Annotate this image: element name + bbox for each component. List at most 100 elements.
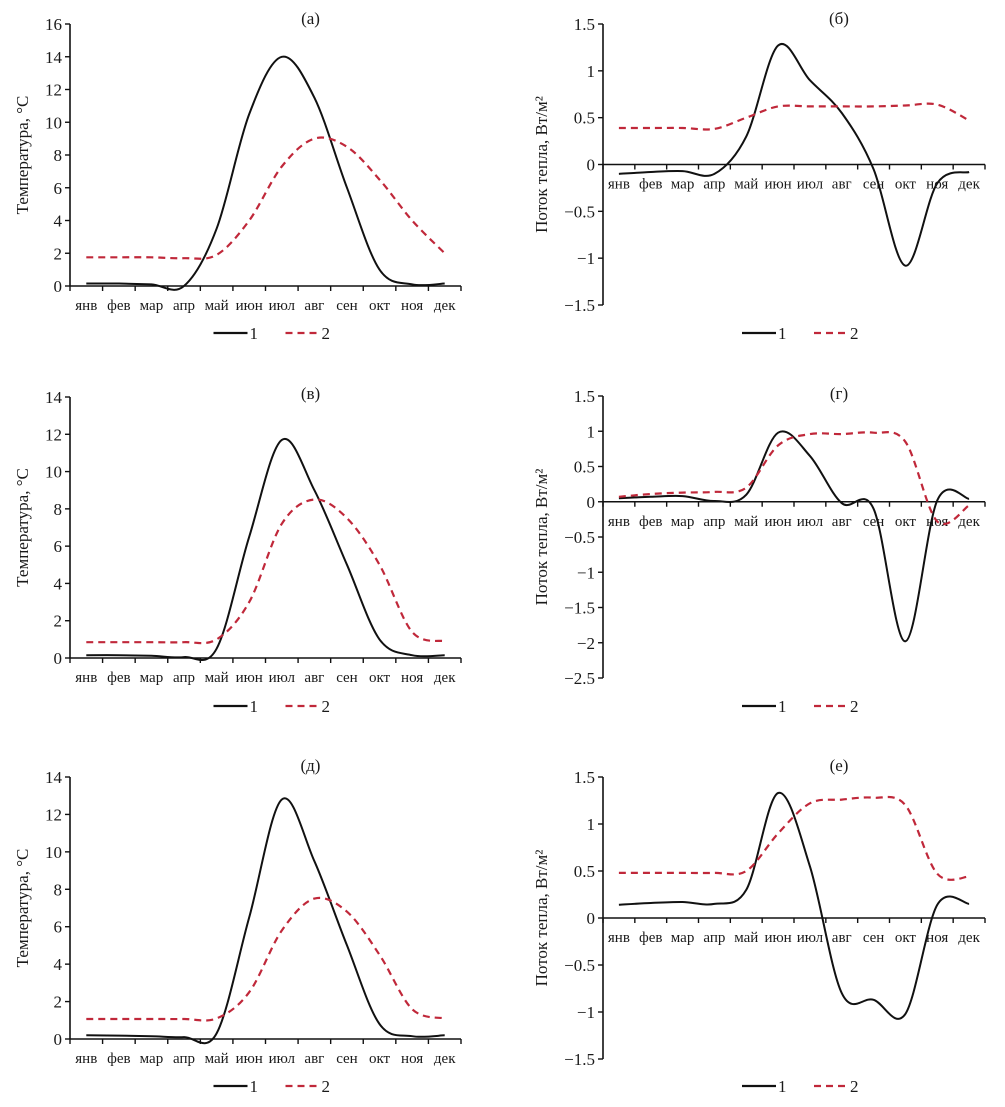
data-point-s1-июн	[777, 431, 780, 434]
data-point-s2-авг	[840, 105, 843, 108]
data-point-s1-окт	[904, 264, 907, 267]
data-point-s1-авг	[313, 860, 316, 863]
data-point-s1-дек	[968, 902, 971, 905]
data-point-s1-сен	[872, 507, 875, 510]
x-tick-label: янв	[75, 670, 97, 686]
data-point-s2-фев	[649, 492, 652, 495]
data-point-s1-сен	[872, 168, 875, 171]
data-point-s2-окт	[378, 563, 381, 566]
data-point-s1-мар	[681, 170, 684, 173]
data-point-s2-мар	[150, 256, 153, 259]
data-point-s2-авг	[840, 798, 843, 801]
x-tick-label: фев	[639, 177, 662, 193]
x-tick-label: сен	[863, 930, 885, 946]
x-tick-label: июн	[764, 930, 791, 946]
x-tick-label: окт	[369, 298, 391, 314]
y-tick-label: −2.5	[564, 669, 595, 688]
y-tick-label: −1.5	[564, 296, 595, 315]
y-axis-title: Температура, °C	[13, 96, 32, 215]
x-tick-label: май	[205, 670, 229, 686]
x-tick-label: ноя	[401, 1051, 423, 1067]
y-tick-label: 14	[45, 48, 63, 67]
legend-label-1: 1	[778, 1077, 787, 1096]
data-point-s2-июл	[280, 522, 283, 525]
y-tick-label: 12	[45, 805, 62, 824]
series-line-1	[618, 42, 970, 267]
data-point-s2-янв	[617, 495, 620, 498]
data-point-s2-май	[215, 253, 218, 256]
data-point-s1-сен	[345, 186, 348, 189]
data-point-s1-мар	[681, 495, 684, 498]
data-point-s1-май	[745, 135, 748, 138]
legend-label-2: 2	[322, 324, 331, 343]
data-point-s1-дек	[968, 170, 971, 173]
y-tick-label: 10	[45, 843, 62, 862]
data-point-s1-апр	[713, 172, 716, 175]
data-point-s1-июл	[280, 438, 283, 441]
y-tick-label: 1.5	[574, 387, 595, 406]
data-point-s2-мар	[150, 1017, 153, 1020]
x-tick-label: июл	[797, 177, 824, 193]
data-point-s1-фев	[117, 282, 120, 285]
y-tick-label: 4	[54, 212, 63, 231]
data-point-s2-ноя	[936, 520, 939, 523]
data-point-s1-июн	[777, 791, 780, 794]
data-point-s1-май	[745, 493, 748, 496]
x-tick-label: май	[205, 298, 229, 314]
data-point-s1-апр	[183, 1036, 186, 1039]
legend-label-1: 1	[250, 697, 259, 716]
x-tick-label: июн	[236, 298, 263, 314]
y-axis-title: Температура, °C	[13, 849, 32, 968]
x-tick-label: окт	[369, 670, 391, 686]
x-tick-label: янв	[608, 177, 630, 193]
data-point-s2-фев	[649, 871, 652, 874]
data-point-s2-сен	[345, 517, 348, 520]
x-tick-label: дек	[958, 514, 980, 530]
data-point-s1-янв	[617, 172, 620, 175]
data-point-s2-окт	[378, 953, 381, 956]
x-tick-label: янв	[75, 298, 97, 314]
y-tick-label: 0	[587, 156, 596, 175]
data-point-s1-мар	[150, 283, 153, 286]
x-tick-label: авг	[832, 177, 852, 193]
data-point-s1-ноя	[411, 1035, 414, 1038]
data-point-s2-ноя	[936, 872, 939, 875]
data-point-s1-ноя	[411, 283, 414, 286]
y-tick-label: 10	[45, 113, 62, 132]
x-tick-label: апр	[703, 930, 725, 946]
x-tick-label: апр	[173, 670, 195, 686]
y-tick-label: 2	[54, 244, 63, 263]
y-tick-label: −1.5	[564, 599, 595, 618]
x-tick-label: мар	[140, 1051, 164, 1067]
series-line-2	[86, 136, 446, 260]
y-axis-title: Поток тепла, Вт/м²	[532, 850, 551, 987]
y-tick-label: −1.5	[564, 1050, 595, 1069]
data-point-s1-фев	[649, 901, 652, 904]
y-tick-label: −2	[577, 634, 595, 653]
legend-label-1: 1	[778, 697, 787, 716]
panel-title: (в)	[301, 384, 320, 403]
data-point-s2-янв	[617, 871, 620, 874]
x-tick-label: ноя	[926, 930, 948, 946]
y-tick-label: 0	[587, 493, 596, 512]
data-point-s1-окт	[378, 638, 381, 641]
y-tick-label: 6	[54, 918, 63, 937]
series-line-2	[618, 795, 970, 881]
data-point-s2-апр	[713, 871, 716, 874]
data-point-s1-янв	[85, 282, 88, 285]
x-tick-label: сен	[336, 298, 358, 314]
data-point-s2-апр	[183, 257, 186, 260]
data-point-s1-июл	[808, 79, 811, 82]
data-point-s2-окт	[904, 440, 907, 443]
data-point-s2-май	[745, 870, 748, 873]
data-point-s2-апр	[713, 127, 716, 130]
data-point-s2-фев	[117, 641, 120, 644]
data-point-s1-сен	[345, 944, 348, 947]
y-axis-title: Температура, °C	[13, 468, 32, 587]
series-line-1	[86, 55, 445, 291]
data-point-s2-май	[215, 638, 218, 641]
series-line-1	[86, 437, 445, 661]
data-point-s2-окт	[378, 178, 381, 181]
